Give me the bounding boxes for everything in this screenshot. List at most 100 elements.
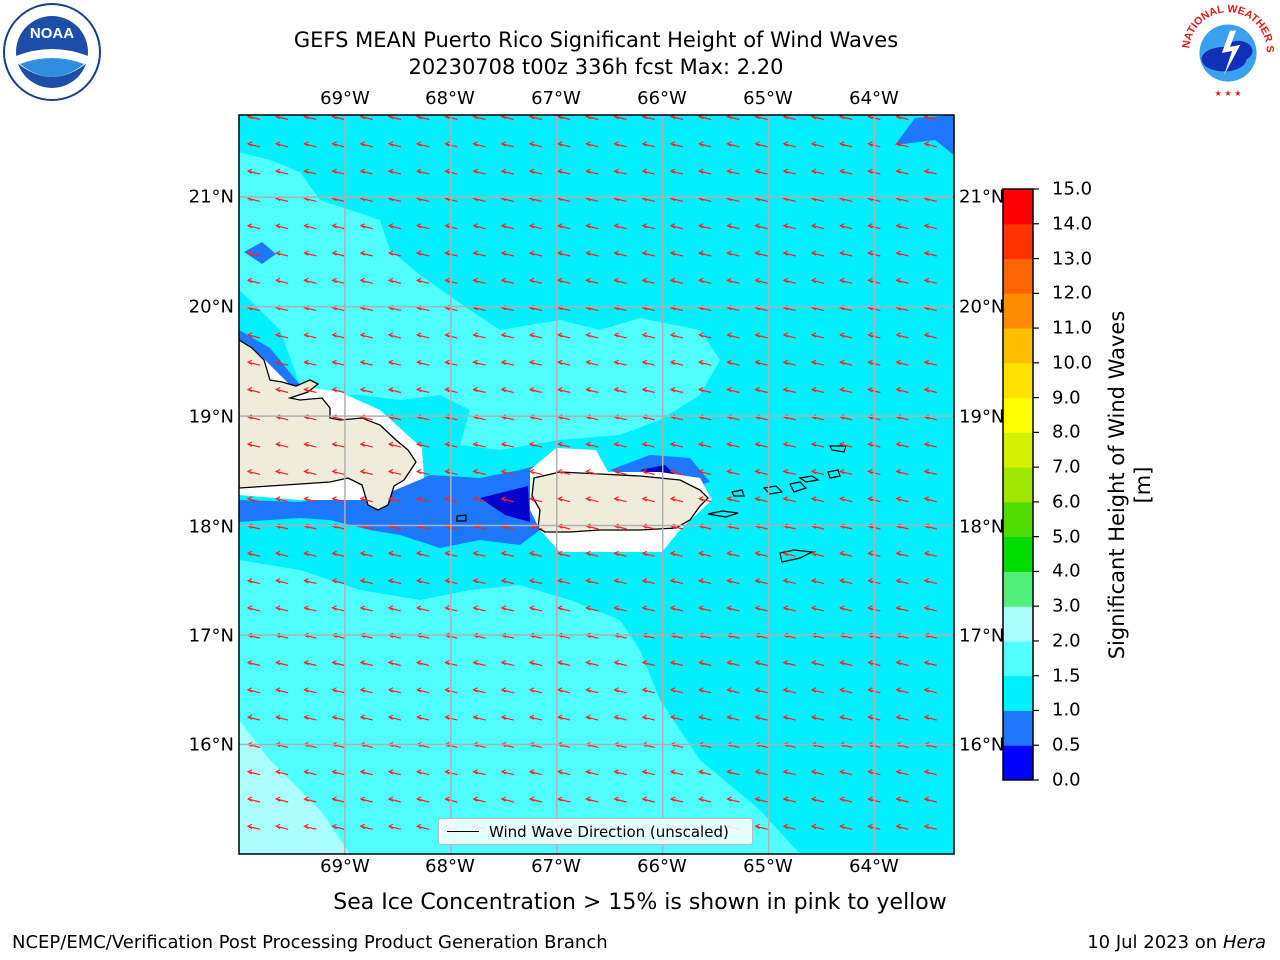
wind-wave-arrow xyxy=(332,580,345,585)
wind-wave-arrow xyxy=(699,470,712,475)
wind-wave-arrowhead xyxy=(416,332,422,338)
wind-wave-arrowhead xyxy=(782,441,789,447)
wind-wave-arrow xyxy=(699,525,712,530)
wind-wave-arrow xyxy=(642,498,655,503)
wind-wave-arrow xyxy=(642,197,655,202)
colorbar-segment xyxy=(1003,501,1033,538)
wind-wave-arrowhead xyxy=(782,578,789,584)
wind-wave-arrow xyxy=(699,661,712,667)
wind-wave-arrowhead xyxy=(839,769,845,775)
wind-wave-arrowhead xyxy=(895,277,901,284)
wind-wave-arrow xyxy=(670,470,684,475)
wind-wave-arrowhead xyxy=(867,223,873,229)
wind-wave-arrow xyxy=(670,443,684,448)
wind-wave-arrow xyxy=(304,279,317,284)
wind-wave-arrow xyxy=(473,416,486,421)
wind-wave-arrow xyxy=(473,388,486,394)
wind-wave-arrowhead xyxy=(839,823,845,830)
wind-wave-arrow xyxy=(755,498,768,503)
wind-wave-arrow xyxy=(360,580,373,585)
wind-wave-arrowhead xyxy=(698,359,704,365)
wind-wave-arrowhead xyxy=(303,769,309,775)
wind-wave-arrowhead xyxy=(557,441,563,447)
wind-wave-arrow xyxy=(586,252,599,257)
wind-wave-arrowhead xyxy=(331,223,337,229)
wind-wave-arrow xyxy=(332,252,345,257)
wind-wave-arrow xyxy=(670,170,684,175)
wind-wave-arrowhead xyxy=(303,141,309,147)
wind-wave-arrow xyxy=(247,607,261,612)
wind-wave-arrow xyxy=(558,416,571,421)
wind-wave-arrowhead xyxy=(726,441,732,447)
wind-wave-arrow xyxy=(417,361,430,366)
wind-wave-arrow xyxy=(699,143,712,148)
colorbar-tick-label: 11.0 xyxy=(1052,317,1093,339)
wind-wave-arrow xyxy=(699,170,712,175)
wind-wave-arrow xyxy=(896,443,909,448)
wind-wave-arrow xyxy=(417,334,430,339)
wind-wave-arrow xyxy=(642,552,655,557)
wind-wave-arrow xyxy=(558,607,571,612)
wind-wave-arrow xyxy=(840,661,853,667)
wind-wave-arrowhead xyxy=(839,687,845,693)
wind-wave-arrowhead xyxy=(585,387,591,393)
wind-wave-arrowhead xyxy=(472,796,478,802)
wind-wave-arrow xyxy=(501,470,514,475)
wind-wave-arrow xyxy=(840,361,853,366)
wind-wave-arrowhead xyxy=(359,141,366,147)
wind-wave-arrowhead xyxy=(359,714,366,720)
wind-wave-arrowhead xyxy=(444,605,450,611)
wind-wave-arrow xyxy=(642,716,655,721)
wind-wave-arrowhead xyxy=(528,796,535,802)
wind-wave-arrow xyxy=(388,498,402,503)
colorbar-tick-label: 1.5 xyxy=(1052,665,1081,687)
wind-wave-arrow xyxy=(642,225,655,230)
wind-wave-arrow xyxy=(614,252,627,257)
wind-wave-arrowhead xyxy=(359,223,366,229)
wind-wave-arrowhead xyxy=(754,496,760,502)
wind-wave-arrow xyxy=(699,307,712,312)
lat-label-left: 21°N xyxy=(188,186,234,208)
wind-wave-arrow xyxy=(586,225,599,230)
wind-wave-arrow xyxy=(670,361,684,366)
wind-wave-arrowhead xyxy=(500,687,507,693)
wind-wave-arrow xyxy=(840,225,853,230)
wind-wave-arrowhead xyxy=(613,277,619,284)
wind-wave-arrow xyxy=(388,252,402,257)
colorbar-segment xyxy=(1003,328,1033,364)
wind-wave-arrow xyxy=(360,661,373,667)
wind-wave-arrow xyxy=(699,689,712,694)
wind-wave-arrow xyxy=(304,798,317,803)
wind-wave-arrow xyxy=(501,689,514,694)
wind-wave-arrow xyxy=(558,661,571,667)
colorbar-segment xyxy=(1003,606,1033,642)
wind-wave-arrowhead xyxy=(754,359,760,365)
wind-wave-arrow xyxy=(276,361,289,366)
wind-wave-arrowhead xyxy=(585,168,591,174)
wind-wave-arrow xyxy=(699,416,712,421)
wind-wave-arrow xyxy=(417,525,430,530)
wind-wave-arrow xyxy=(727,607,740,612)
wind-wave-arrowhead xyxy=(387,496,394,502)
wind-wave-arrow xyxy=(727,661,740,667)
wind-wave-arrowhead xyxy=(754,223,760,229)
wind-wave-arrow xyxy=(896,470,909,475)
wind-wave-arrow xyxy=(529,334,543,339)
wind-wave-arrowhead xyxy=(585,468,591,475)
wind-wave-arrowhead xyxy=(782,359,789,365)
wind-wave-arrow xyxy=(417,416,430,421)
wind-wave-arrow xyxy=(473,252,486,257)
wind-wave-arrowhead xyxy=(275,605,281,611)
wind-wave-arrowhead xyxy=(726,468,732,475)
wind-wave-arrow xyxy=(840,771,853,776)
wind-wave-arrowhead xyxy=(585,223,591,229)
wind-wave-arrowhead xyxy=(303,359,309,365)
wind-wave-arrow xyxy=(501,197,514,202)
wind-wave-arrow xyxy=(840,279,853,284)
wind-wave-arrowhead xyxy=(839,141,845,147)
wind-wave-arrowhead xyxy=(387,168,394,174)
credit-host: Hera xyxy=(1222,932,1266,953)
wind-wave-arrowhead xyxy=(698,332,704,338)
wind-wave-arrowhead xyxy=(867,141,873,147)
wind-wave-arrow xyxy=(332,225,345,230)
